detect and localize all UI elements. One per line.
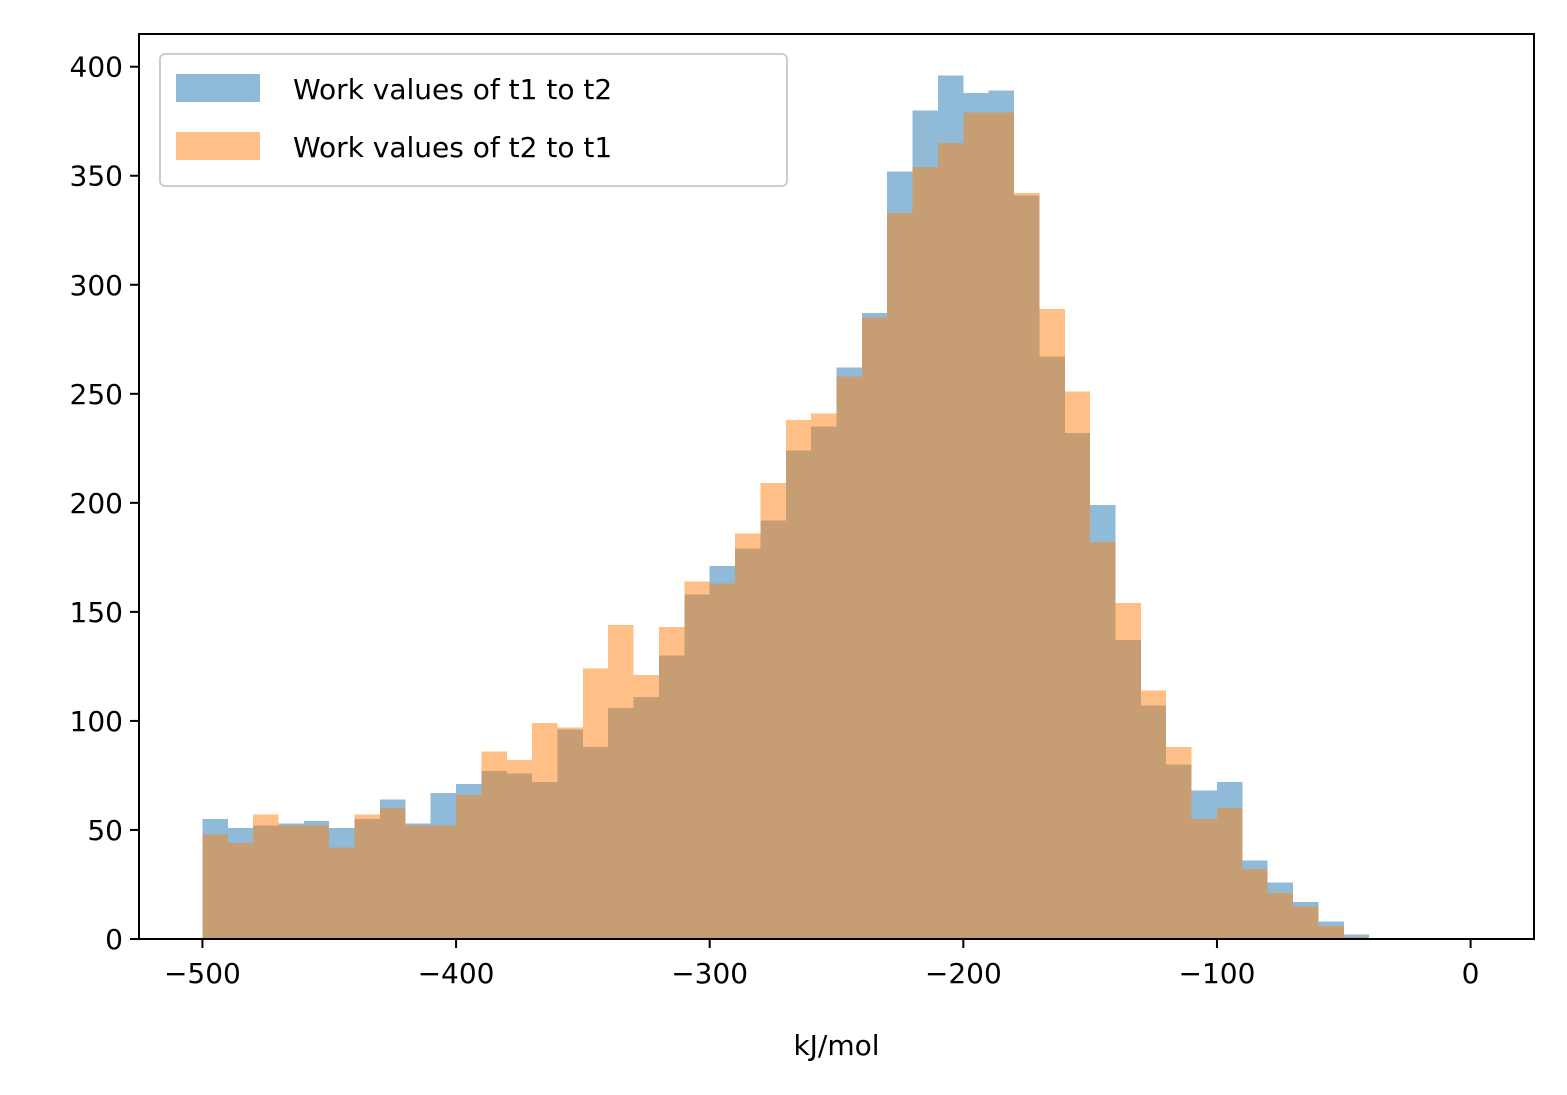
bar-series2-bin-21 bbox=[735, 533, 761, 939]
bar-series2-bin-39 bbox=[1191, 819, 1217, 939]
bar-series2-bin-36 bbox=[1115, 603, 1141, 939]
bar-series2-bin-5 bbox=[329, 847, 355, 939]
y-tick-label: 0 bbox=[105, 923, 123, 956]
bar-series2-bin-8 bbox=[405, 825, 431, 939]
y-tick-label: 100 bbox=[70, 705, 123, 738]
bar-series2-bin-7 bbox=[379, 808, 406, 939]
x-axis-title: kJ/mol bbox=[793, 1029, 879, 1062]
bar-series2-bin-28 bbox=[912, 167, 938, 939]
legend-label-t2-to-t1: Work values of t2 to t1 bbox=[293, 131, 612, 164]
bar-series2-bin-32 bbox=[1014, 193, 1040, 940]
bar-series2-bin-33 bbox=[1039, 308, 1065, 939]
x-tick-label: −200 bbox=[925, 957, 1002, 990]
y-tick-label: 150 bbox=[70, 596, 123, 629]
legend-label-t1-to-t2: Work values of t1 to t2 bbox=[293, 73, 612, 106]
bar-series2-bin-14 bbox=[557, 727, 583, 939]
bar-series2-bin-43 bbox=[1293, 906, 1319, 939]
bar-series2-bin-27 bbox=[887, 212, 913, 939]
y-tick-label: 200 bbox=[70, 487, 123, 520]
bar-series2-bin-9 bbox=[430, 825, 457, 939]
bar-series2-bin-24 bbox=[811, 413, 837, 939]
bar-series2-bin-16 bbox=[608, 624, 634, 939]
bar-series2-bin-12 bbox=[506, 760, 533, 939]
bar-series2-bin-2 bbox=[253, 814, 279, 939]
bar-series2-bin-18 bbox=[658, 627, 685, 939]
bar-series2-bin-42 bbox=[1267, 893, 1294, 939]
x-tick-label: −300 bbox=[671, 957, 748, 990]
bar-series2-bin-31 bbox=[988, 112, 1015, 939]
x-axis: −500 −400 −300 −200 −100 0 bbox=[164, 939, 1480, 990]
y-axis: 0 50 100 150 200 250 300 350 400 bbox=[70, 51, 139, 956]
bar-series2-bin-30 bbox=[963, 112, 989, 939]
bar-series2-bin-3 bbox=[278, 825, 304, 939]
bar-series2-bin-35 bbox=[1090, 542, 1116, 939]
bar-series2-bin-37 bbox=[1140, 690, 1167, 939]
bar-series2-bin-26 bbox=[861, 317, 888, 939]
bar-series2-bin-20 bbox=[709, 583, 736, 939]
bar-series2-bin-1 bbox=[227, 843, 254, 939]
bar-series2-bin-23 bbox=[785, 419, 812, 940]
y-tick-label: 50 bbox=[87, 814, 123, 847]
bar-series2-bin-44 bbox=[1318, 925, 1344, 939]
legend-box bbox=[159, 53, 788, 187]
bar-series2-bin-40 bbox=[1216, 808, 1243, 939]
bar-series2-bin-38 bbox=[1166, 747, 1192, 939]
bar-series2-bin-22 bbox=[760, 483, 786, 939]
legend-swatch-t1-to-t2 bbox=[176, 74, 260, 102]
bar-series2-bin-41 bbox=[1242, 869, 1268, 939]
bar-series2-bin-45 bbox=[1343, 936, 1370, 939]
y-tick-label: 350 bbox=[70, 160, 123, 193]
bar-series2-bin-13 bbox=[532, 723, 558, 939]
x-tick-label: −500 bbox=[164, 957, 241, 990]
bar-series2-bin-11 bbox=[481, 751, 507, 939]
bar-series2-bin-6 bbox=[354, 814, 380, 939]
bar-series2-bin-17 bbox=[633, 675, 659, 939]
bar-series2-bin-25 bbox=[836, 376, 862, 939]
plot-frame bbox=[138, 33, 1535, 940]
bar-series2-bin-10 bbox=[456, 795, 482, 939]
bar-series2-bin-4 bbox=[303, 825, 330, 939]
bar-series2-bin-34 bbox=[1064, 391, 1091, 939]
x-tick-label: −100 bbox=[1179, 957, 1256, 990]
x-tick-label: 0 bbox=[1462, 957, 1480, 990]
bar-series2-bin-19 bbox=[684, 581, 710, 939]
series-2 bbox=[202, 112, 1370, 940]
bar-series2-bin-29 bbox=[937, 143, 964, 940]
y-tick-label: 300 bbox=[70, 269, 123, 302]
bar-series2-bin-15 bbox=[582, 668, 609, 939]
bar-series2-bin-0 bbox=[202, 834, 228, 939]
legend: Work values of t1 to t2 Work values of t… bbox=[159, 53, 788, 187]
y-tick-label: 400 bbox=[70, 51, 123, 84]
x-tick-label: −400 bbox=[418, 957, 495, 990]
legend-swatch-t2-to-t1 bbox=[176, 132, 260, 160]
bars-layer bbox=[202, 75, 1370, 940]
y-tick-label: 250 bbox=[70, 378, 123, 411]
